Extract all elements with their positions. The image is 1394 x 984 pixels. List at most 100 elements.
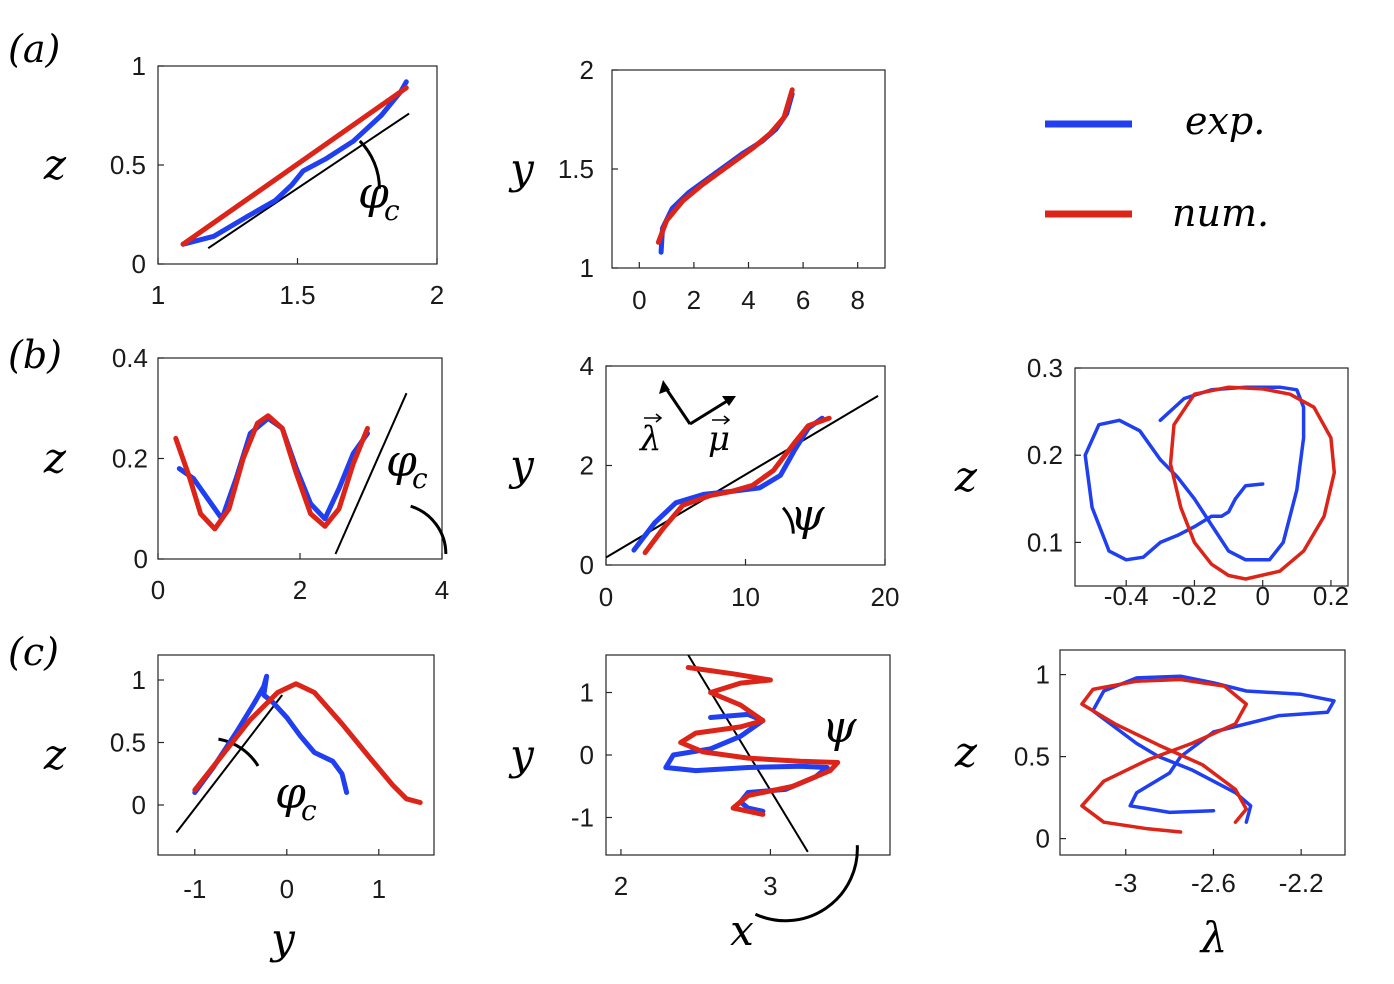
x-tick-label: -1 bbox=[183, 874, 206, 904]
y-axis-label: z bbox=[43, 140, 67, 189]
y-axis-label: z bbox=[43, 434, 67, 483]
y-axis-label: y bbox=[508, 441, 535, 490]
axes-frame bbox=[611, 69, 886, 269]
y-tick-label: -1 bbox=[571, 803, 594, 833]
legend: exp. num. bbox=[1045, 99, 1269, 235]
y-tick-label: 1 bbox=[580, 253, 594, 283]
y-tick-label: 1 bbox=[132, 51, 146, 81]
series-exp-line bbox=[658, 91, 795, 255]
series-exp-line bbox=[180, 79, 409, 247]
angle-label: φ bbox=[358, 168, 389, 219]
x-tick-label: 10 bbox=[731, 582, 760, 612]
y-tick-label: 1.5 bbox=[558, 154, 594, 184]
angle-label: ψ bbox=[822, 702, 857, 753]
reference-line bbox=[207, 112, 410, 249]
x-tick-label: 20 bbox=[871, 582, 900, 612]
angle-arc bbox=[410, 504, 448, 554]
y-tick-label: 0.3 bbox=[1027, 353, 1063, 383]
x-tick-label: 0 bbox=[599, 582, 613, 612]
angle-arc bbox=[781, 506, 795, 534]
x-tick-label: -2.6 bbox=[1191, 868, 1236, 898]
y-axis-label: z bbox=[954, 728, 978, 777]
xlabel-x: x bbox=[730, 906, 754, 955]
legend-label-exp: exp. bbox=[1185, 99, 1265, 143]
panel-b3: -0.4 -0.2 0 0.2 0.1 0.2 0.3 z bbox=[954, 353, 1349, 611]
y-axis-label: z bbox=[954, 452, 978, 501]
x-tick-label: 0 bbox=[280, 874, 294, 904]
x-tick-label: 2 bbox=[430, 280, 444, 310]
series-exp-line bbox=[192, 673, 350, 795]
x-tick-label: 0.2 bbox=[1313, 581, 1349, 611]
panel-b2: 0 10 20 0 2 4 y ψ λ μ bbox=[508, 351, 899, 612]
series-num-line bbox=[192, 681, 423, 805]
mu-vector-label: μ bbox=[708, 419, 730, 459]
y-tick-label: 0.4 bbox=[112, 343, 148, 373]
angle-label-subscript: c bbox=[301, 794, 317, 827]
y-axis-label: y bbox=[508, 144, 535, 193]
panel-c1: -1 0 1 0 0.5 1 z φc bbox=[43, 654, 435, 904]
axes-frame bbox=[1059, 649, 1346, 856]
lambda-vector-label: λ bbox=[638, 419, 662, 459]
panel-label-a: (a) bbox=[8, 27, 60, 71]
x-tick-label: -0.4 bbox=[1104, 581, 1149, 611]
x-tick-label: 2 bbox=[293, 575, 307, 605]
angle-arc bbox=[218, 737, 260, 767]
axes-frame bbox=[157, 654, 435, 856]
y-axis-label: y bbox=[508, 730, 535, 779]
x-tick-label: 4 bbox=[435, 575, 449, 605]
x-tick-label: 2 bbox=[687, 285, 701, 315]
y-tick-label: 2 bbox=[580, 451, 594, 481]
y-tick-label: 0.5 bbox=[1014, 742, 1050, 772]
axes-frame bbox=[1074, 367, 1349, 587]
angle-label-subscript: c bbox=[412, 462, 428, 495]
panel-label-c: (c) bbox=[8, 630, 59, 674]
panel-a2: 0 2 4 6 8 1 1.5 2 y bbox=[508, 55, 886, 315]
y-axis-label: z bbox=[43, 730, 67, 779]
x-tick-label: 8 bbox=[850, 285, 864, 315]
y-tick-label: 0 bbox=[1036, 824, 1050, 854]
y-tick-label: 0 bbox=[580, 550, 594, 580]
y-tick-label: 0.2 bbox=[1027, 440, 1063, 470]
x-tick-label: 3 bbox=[763, 871, 777, 901]
y-tick-label: 0 bbox=[580, 740, 594, 770]
series-num-line bbox=[1080, 677, 1249, 834]
series-exp-line bbox=[1091, 674, 1336, 824]
reference-line bbox=[687, 654, 809, 853]
series-num-line bbox=[180, 85, 409, 247]
y-tick-label: 1 bbox=[1036, 660, 1050, 690]
series-num-line bbox=[173, 413, 370, 532]
angle-label: φ bbox=[275, 768, 306, 819]
lambda-vector-head bbox=[659, 380, 670, 394]
y-tick-label: 0 bbox=[132, 790, 146, 820]
panel-b1: 0 2 4 0 0.2 0.4 z φc bbox=[43, 343, 449, 605]
y-tick-label: 0 bbox=[134, 544, 148, 574]
mu-vector-arrow bbox=[689, 396, 733, 426]
panel-label-b: (b) bbox=[8, 333, 62, 377]
y-tick-label: 0.2 bbox=[112, 444, 148, 474]
series-num-line bbox=[642, 415, 832, 556]
y-tick-label: 0.1 bbox=[1027, 527, 1063, 557]
x-tick-label: 0 bbox=[1255, 581, 1269, 611]
panel-c2: 2 3 -1 0 1 y ψ bbox=[508, 654, 891, 923]
series-num-line bbox=[1168, 385, 1337, 581]
mu-vector-head bbox=[722, 396, 736, 406]
angle-label: ψ bbox=[790, 490, 825, 541]
reference-line bbox=[334, 392, 408, 555]
legend-label-num: num. bbox=[1172, 191, 1269, 235]
reference-line bbox=[175, 694, 283, 834]
angle-label-subscript: c bbox=[384, 194, 400, 227]
x-tick-label: 6 bbox=[796, 285, 810, 315]
y-tick-label: 1 bbox=[132, 665, 146, 695]
x-tick-label: 4 bbox=[741, 285, 755, 315]
x-tick-label: 1.5 bbox=[279, 280, 315, 310]
y-tick-label: 2 bbox=[580, 55, 594, 85]
lambda-vector-symbol-arrow bbox=[644, 413, 663, 423]
series-exp-line bbox=[1083, 385, 1306, 562]
angle-arc bbox=[358, 139, 381, 189]
x-tick-label: 0 bbox=[151, 575, 165, 605]
x-tick-label: -3 bbox=[1114, 868, 1137, 898]
y-tick-label: 0 bbox=[132, 249, 146, 279]
y-tick-label: 1 bbox=[580, 678, 594, 708]
mu-vector-symbol-arrow bbox=[712, 415, 731, 425]
x-tick-label: 1 bbox=[151, 280, 165, 310]
